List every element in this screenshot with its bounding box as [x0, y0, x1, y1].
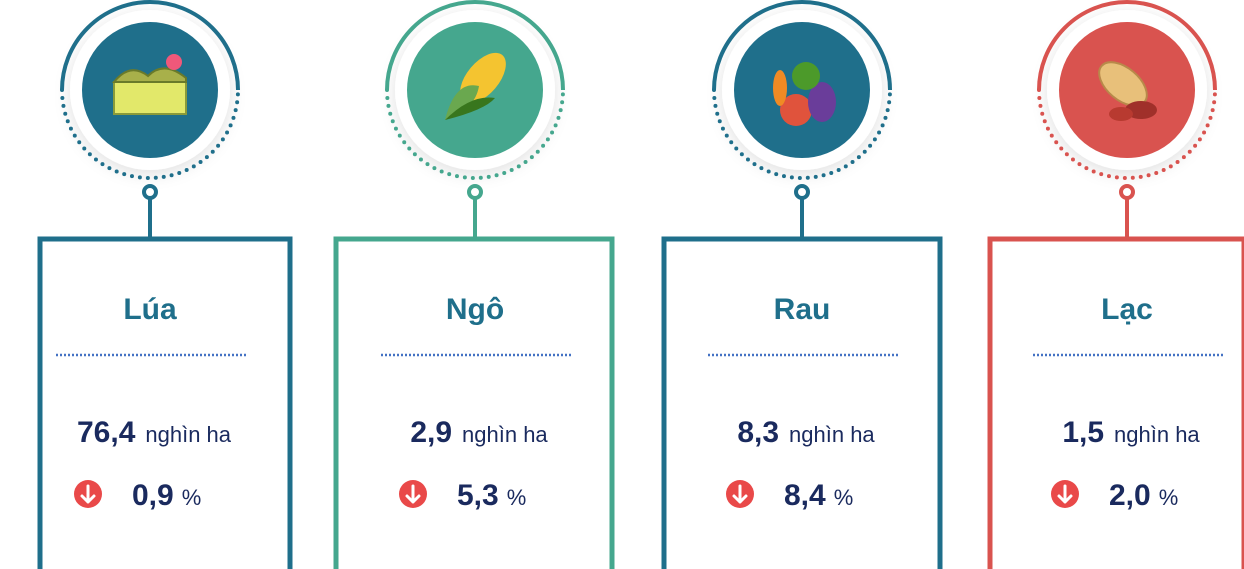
change-unit: %	[182, 485, 202, 510]
card-box	[336, 239, 612, 569]
value-line: 8,3 nghìn ha	[737, 416, 875, 449]
change-unit: %	[507, 485, 527, 510]
change-unit: %	[1159, 485, 1179, 510]
change: 8,4	[784, 479, 826, 512]
unit: nghìn ha	[1114, 422, 1200, 447]
card-title: Lạc	[1101, 293, 1153, 326]
connector-dot	[144, 186, 156, 198]
icon-kernel2	[1109, 107, 1133, 121]
connector-dot	[1121, 186, 1133, 198]
connector-dot	[796, 186, 808, 198]
card: Lạc 1,5 nghìn ha 2,0%	[990, 2, 1244, 569]
change: 0,9	[132, 479, 174, 512]
connector-dot	[469, 186, 481, 198]
unit: nghìn ha	[789, 422, 875, 447]
card-box	[664, 239, 940, 569]
icon-carrot	[773, 70, 787, 106]
value: 76,4	[77, 416, 136, 449]
icon-sun	[166, 54, 182, 70]
card-title: Lúa	[123, 293, 177, 326]
unit: nghìn ha	[145, 422, 231, 447]
change-unit: %	[834, 485, 854, 510]
change: 5,3	[457, 479, 499, 512]
value-line: 1,5 nghìn ha	[1062, 416, 1200, 449]
change-line: 5,3%	[457, 479, 526, 512]
value: 2,9	[410, 416, 452, 449]
icon-disc	[732, 20, 872, 160]
value: 1,5	[1062, 416, 1104, 449]
change-line: 2,0%	[1109, 479, 1178, 512]
unit: nghìn ha	[462, 422, 548, 447]
card: Rau 8,3 nghìn ha 8,4%	[664, 2, 940, 569]
card: Lúa 76,4 nghìn ha 0,9%	[40, 2, 290, 569]
change-line: 8,4%	[784, 479, 853, 512]
card: Ngô 2,9 nghìn ha 5,3%	[336, 2, 612, 569]
value-line: 2,9 nghìn ha	[410, 416, 548, 449]
card-box	[990, 239, 1244, 569]
change: 2,0	[1109, 479, 1151, 512]
infographic: Lúa76,4nghìn ha0,9%Ngô2,9nghìn ha5,3%Rau…	[0, 0, 1244, 569]
icon-broccoli	[792, 62, 820, 90]
value: 8,3	[737, 416, 779, 449]
change-line: 0,9%	[132, 479, 201, 512]
card-title: Ngô	[446, 293, 504, 326]
icon-field	[114, 82, 186, 114]
value-line: 76,4 nghìn ha	[77, 416, 232, 449]
card-title: Rau	[774, 293, 831, 326]
card-box	[40, 239, 290, 569]
